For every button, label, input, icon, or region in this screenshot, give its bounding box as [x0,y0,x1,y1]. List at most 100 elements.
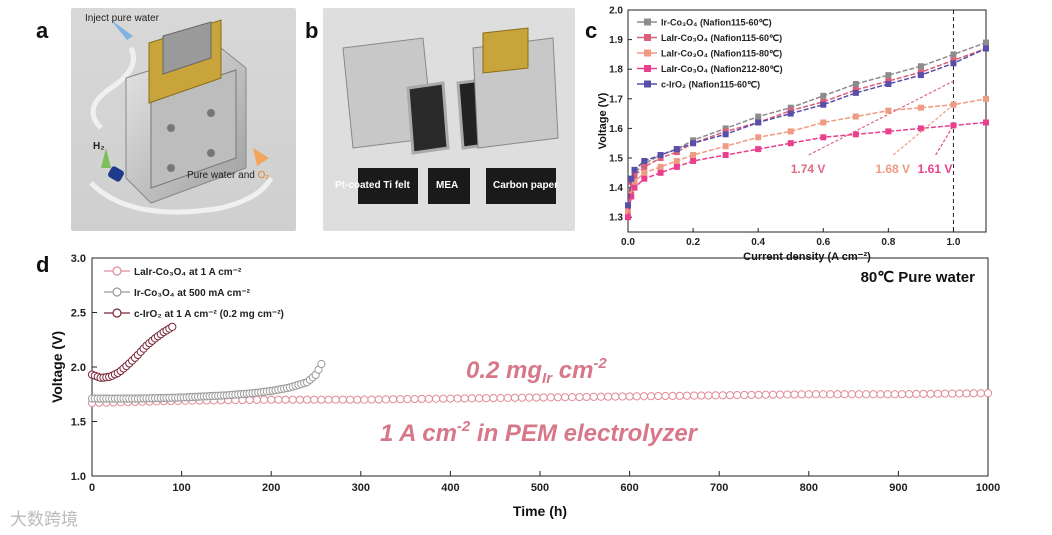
chart-c-data-point [641,163,648,170]
chart-c-ytick-label: 1.3 [609,213,623,224]
chart-d-data-point [761,390,770,399]
chart-c-data-point [950,60,957,67]
chart-d-xtick-label: 600 [620,482,638,494]
chart-d-data-point [417,394,426,404]
chart-d-ytick-label: 1.5 [71,417,86,429]
chart-d-data-point [776,390,785,399]
chart-d-data-point [912,389,921,399]
chart-d-ytick-label: 2.0 [71,362,86,374]
chart-c-annotation-label: 1.61 V [918,162,953,176]
chart-c-ytick-label: 1.8 [609,65,623,76]
chart-d-data-point [690,391,699,400]
chart-c-annotation-arrow [808,80,954,156]
chart-c-xtick-label: 0.4 [751,237,765,248]
chart-d-data-point [618,392,627,401]
chart-d-ytick-label: 1.0 [71,471,86,483]
chart-d-data-point [539,393,548,402]
chart-d-data-point [338,395,347,404]
chart-c-series-line [627,47,987,206]
chart-c-data-point [755,113,762,120]
chart-c-data-point [820,119,827,126]
o2-text: O₂ [257,170,270,181]
chart-d-data-point [983,389,993,398]
chart-d-data-point [582,392,591,402]
chart-d-ytick-label: 2.5 [71,308,86,320]
chart-d-data-point [647,392,656,401]
chart-c-data-point [722,131,729,138]
chart-c-ytick-label: 1.6 [609,124,623,135]
chart-d-data-point [252,395,261,404]
chart-d-data-point [804,390,813,399]
chart-d-data-point [969,389,978,398]
chart-c-data-point [625,202,631,209]
chart-d-data-point [840,390,849,399]
chart-d-xtick-label: 300 [352,482,370,494]
chart-d-legend-marker [112,308,122,318]
chart-d-data-point [510,393,520,402]
chart-c-data-point [950,101,957,108]
chart-d-data-point [317,395,326,404]
chart-c-xtick-label: 0.8 [881,237,895,248]
chart-d-data-point [324,395,333,404]
chart-d-data-point [948,389,957,398]
chart-d-data-point [489,393,498,403]
chart-c-data-point [983,39,989,46]
chart-d-legend-marker [112,266,122,276]
chart-d-data-point [503,393,512,403]
chart-c-annotation-label: 1.74 V [791,162,826,176]
chart-c-annotation-arrow [935,125,954,156]
chart-d-data-point [345,395,355,404]
chart-c-ytick-label: 1.5 [609,154,623,165]
chart-d-xtick-label: 1000 [976,482,1000,494]
chart-d-data-point [625,392,634,401]
chart-c-data-point [885,128,892,135]
chart-c-data-point [885,72,892,79]
chart-c-legend-label: Ir-Co₃O₄ (Nafion115-60℃) [661,18,772,28]
chart-d-data-point [962,389,971,398]
chart-c-data-point [641,157,648,164]
chart-d-condition-label: 80℃ Pure water [861,269,976,286]
chart-c-data-point [820,101,827,108]
chart-d-data-point [446,394,455,403]
chart-c-data-point [673,146,680,153]
chart-c-data-point [950,122,957,129]
chart-d-xtick-label: 700 [710,482,728,494]
chart-d-legend-label: Ir-Co₃O₄ at 500 mA cm⁻² [134,288,251,299]
chart-d-data-point [711,391,720,400]
mea-label: MEA [436,180,459,191]
chart-d-data-point [575,392,584,402]
carbon-paper-label: Carbon paper [493,180,559,191]
inject-water-label: Inject pure water [85,13,159,24]
chart-c-data-point [755,119,762,126]
chart-d-data-point [560,393,570,402]
chart-d-data-point [862,390,871,399]
chart-d-xtick-label: 100 [172,482,190,494]
chart-d-current-annotation: 1 A cm-2 in PEM electrolyzer [380,418,699,447]
chart-c-data-point [631,178,638,185]
chart-d-data-point [424,394,433,403]
chart-d-data-point [897,390,907,399]
chart-c-ytick-label: 1.7 [609,94,623,105]
chart-d-data-point [740,390,749,400]
chart-d-data-point [940,389,950,398]
components-illustration [323,8,575,231]
chart-d-data-point [396,395,405,404]
chart-d-data-point [933,389,942,398]
chart-c-data-point [917,104,924,111]
chart-c-legend-marker [644,65,651,72]
chart-d-ytick-label: 3.0 [71,253,86,265]
panel-letter-c: c [585,18,598,43]
chart-d-data-point [675,391,684,400]
chart-d-data-point [482,394,491,403]
chart-d-xtick-label: 200 [262,482,280,494]
electrolyzer-photo: Inject pure water H₂ Pure water and O₂ [71,8,296,231]
chart-c-data-point [657,152,664,159]
loading-superscript: -2 [593,355,607,372]
chart-c-data-point [820,92,827,99]
chart-d-xtick-label: 0 [89,482,95,494]
chart-d-data-point [302,395,312,404]
chart-d-data-point [517,393,527,402]
chart-c-ytick-label: 1.9 [609,35,623,46]
chart-c-series-line [627,121,987,218]
chart-c-xtick-label: 0.6 [816,237,830,248]
